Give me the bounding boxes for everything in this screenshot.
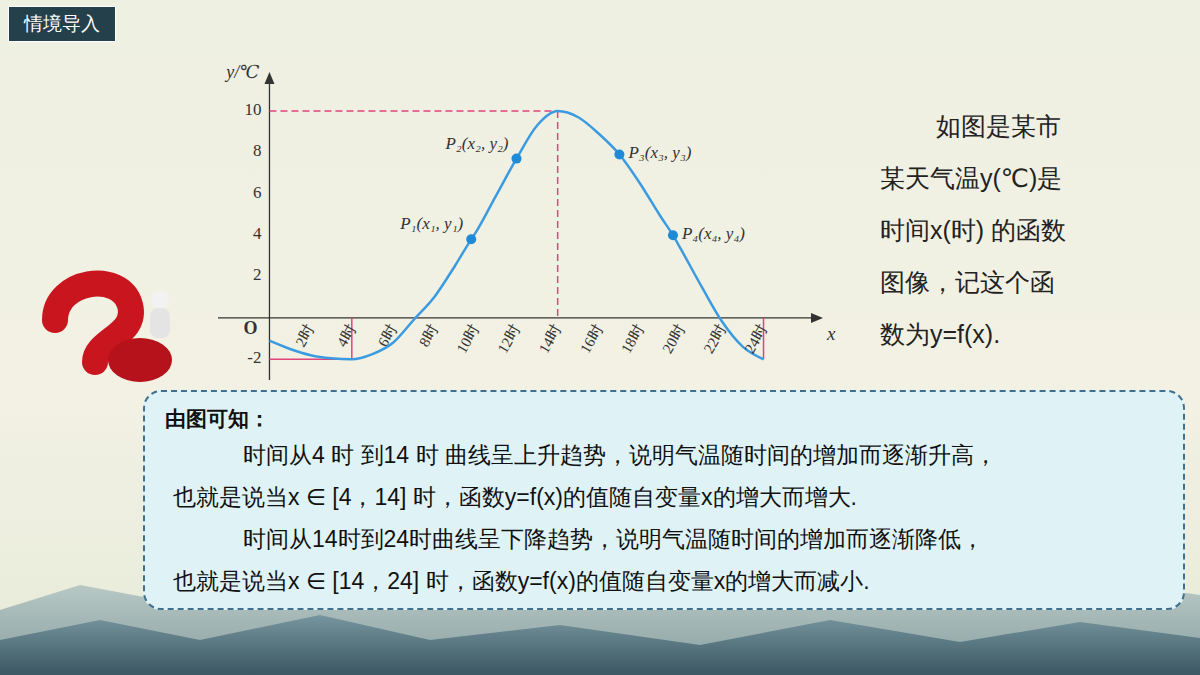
svg-text:y/℃: y/℃	[224, 62, 259, 82]
svg-text:6: 6	[253, 183, 262, 202]
html-text:情境导入: 情境导入	[24, 13, 100, 34]
svg-text:P₁(x₁, y₁): P₁(x₁, y₁)	[399, 214, 463, 233]
svg-text:P₄(x₄, y₄): P₄(x₄, y₄)	[681, 224, 745, 243]
svg-text:P₂(x₂, y₂): P₂(x₂, y₂)	[444, 134, 508, 153]
html-text:如图是某市: 如图是某市	[936, 112, 1061, 140]
html-text:时间从4 时 到14 时 曲线呈上升趋势，说明气温随时间的增: 时间从4 时 到14 时 曲线呈上升趋势，说明气温随时间的增加而逐渐升高，	[243, 442, 997, 468]
svg-text:8时: 8时	[416, 322, 441, 349]
svg-text:4: 4	[253, 224, 262, 243]
svg-text:8: 8	[253, 141, 262, 160]
html-text:由图可知：: 由图可知：	[165, 407, 270, 430]
svg-text:2时: 2时	[292, 322, 317, 349]
svg-text:12时: 12时	[495, 322, 524, 356]
html-text:也就是说当x ∈ [4，14] 时，函数y=f(x)的值随自: 也就是说当x ∈ [4，14] 时，函数y=f(x)的值随自变量x的增大而增大.	[173, 484, 857, 510]
html-text:时间x(时) 的函数: 时间x(时) 的函数	[880, 216, 1067, 244]
svg-text:24时: 24时	[742, 322, 771, 356]
svg-text:10时: 10时	[453, 322, 482, 356]
svg-text:P₃(x₃, y₃): P₃(x₃, y₃)	[627, 143, 691, 162]
svg-text:22时: 22时	[700, 322, 729, 356]
html-text:某天气温y(℃)是: 某天气温y(℃)是	[880, 164, 1063, 192]
svg-text:O: O	[243, 318, 257, 338]
svg-text:10: 10	[244, 100, 261, 119]
html-text:时间从14时到24时曲线呈下降趋势，说明气温随时间的增加而逐: 时间从14时到24时曲线呈下降趋势，说明气温随时间的增加而逐渐降低，	[243, 526, 985, 552]
html-text:图像，记这个函: 图像，记这个函	[880, 268, 1055, 296]
html-text:也就是说当x ∈ [14，24] 时，函数y=f(x)的值随: 也就是说当x ∈ [14，24] 时，函数y=f(x)的值随自变量x的增大而减小…	[173, 568, 870, 594]
svg-text:6时: 6时	[375, 322, 400, 349]
svg-text:2: 2	[253, 265, 262, 284]
html-text:数为y=f(x).: 数为y=f(x).	[880, 320, 1001, 348]
svg-text:x: x	[826, 323, 836, 344]
svg-text:-2: -2	[247, 348, 261, 367]
svg-text:18时: 18时	[618, 322, 647, 356]
svg-text:14时: 14时	[536, 322, 565, 356]
svg-text:20时: 20时	[659, 322, 688, 356]
svg-text:16时: 16时	[577, 322, 606, 356]
svg-text:4时: 4时	[334, 322, 359, 349]
